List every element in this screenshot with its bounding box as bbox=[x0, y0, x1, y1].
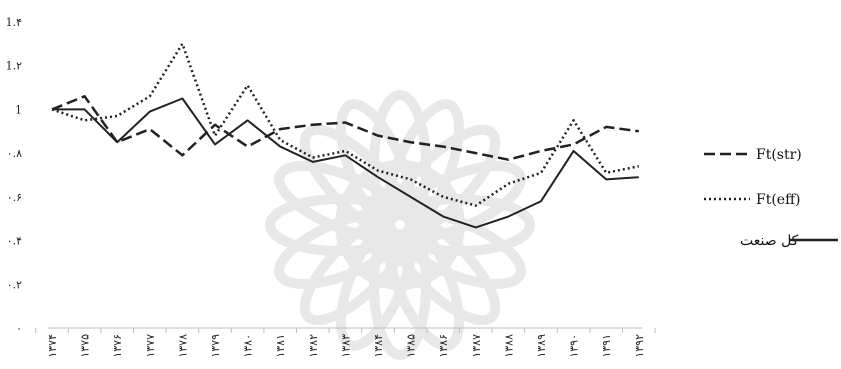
x-tick-label: ۱۳۷۵ bbox=[79, 334, 92, 358]
y-tick-labels: ۰ ۰.۲ ۰.۴ ۰.۶ ۰.۸ 1 1.۲ 1.۴ bbox=[6, 16, 22, 335]
y-tick-label: 1.۴ bbox=[6, 16, 22, 29]
watermark-petal bbox=[336, 210, 419, 351]
axes bbox=[35, 327, 656, 333]
x-tick-label: ۱۳۷۸ bbox=[176, 334, 189, 358]
x-tick-label: ۱۳۸۴ bbox=[372, 334, 385, 358]
x-tick-label: ۱۳۷۷ bbox=[144, 334, 157, 358]
watermark-petal bbox=[265, 194, 415, 256]
watermark-ring bbox=[335, 160, 465, 290]
watermark-petal bbox=[385, 194, 535, 256]
watermark-petal bbox=[369, 210, 431, 360]
watermark-rosette bbox=[265, 90, 535, 360]
series-line-1 bbox=[51, 42, 640, 207]
y-tick-label: ۰.۸ bbox=[7, 147, 22, 160]
x-tick-label: ۱۳۸۶ bbox=[437, 334, 450, 358]
watermark-petal bbox=[274, 161, 415, 244]
legend-label: Ft(eff) bbox=[756, 192, 801, 208]
watermark-petal bbox=[381, 99, 464, 240]
y-tick-label: 1.۲ bbox=[6, 60, 22, 73]
x-tick-label: ۱۳۸۳ bbox=[339, 334, 352, 358]
watermark-petal bbox=[384, 209, 501, 326]
y-tick-label: ۰.۲ bbox=[7, 278, 22, 291]
y-tick-label: ۰.۴ bbox=[7, 235, 22, 248]
x-tick-label: ۱۳۸۷ bbox=[470, 334, 483, 358]
x-tick-label: ۱۳۸۸ bbox=[502, 334, 515, 358]
legend: Ft(str) Ft(eff) کل صنعت bbox=[704, 147, 838, 249]
y-tick-label: ۰ bbox=[16, 322, 22, 335]
x-tick-labels: ۱۳۷۴ ۱۳۷۵ ۱۳۷۶ ۱۳۷۷ ۱۳۷۸ ۱۳۷۹ ۱۳۸۰ ۱۳۸۱ ۱۳۸۲ ۱۳۸۳… bbox=[46, 334, 646, 358]
legend-label: Ft(str) bbox=[756, 147, 802, 163]
series-lines bbox=[51, 42, 640, 229]
watermark-petal bbox=[274, 206, 415, 289]
series-line-2 bbox=[52, 97, 639, 229]
watermark-petal bbox=[381, 210, 464, 351]
watermark-petal bbox=[336, 99, 419, 240]
x-tick-label: ۱۳۸۵ bbox=[405, 334, 418, 358]
x-tick-label: ۱۳۹۲ bbox=[633, 334, 646, 358]
watermark-petal bbox=[299, 209, 416, 326]
x-tick-label: ۱۳۷۹ bbox=[209, 334, 222, 358]
x-tick-label: ۱۳۸۲ bbox=[307, 334, 320, 358]
x-tick-label: ۱۳۸۹ bbox=[535, 334, 548, 358]
x-tick-label: ۱۳۷۶ bbox=[111, 334, 124, 358]
x-tick-label: ۱۳۹۰ bbox=[568, 334, 581, 358]
watermark-petal bbox=[369, 90, 431, 240]
x-tick-label: ۱۳۸۰ bbox=[242, 334, 255, 358]
y-tick-label: ۰.۶ bbox=[7, 191, 22, 204]
x-tick-label: ۱۳۸۱ bbox=[274, 334, 287, 358]
watermark-petal bbox=[299, 124, 416, 241]
x-tick-label: ۱۳۹۱ bbox=[600, 334, 613, 358]
y-tick-label: 1 bbox=[15, 103, 22, 116]
watermark-petal bbox=[385, 161, 526, 244]
series-line-0 bbox=[51, 95, 639, 161]
x-tick-label: ۱۳۷۴ bbox=[46, 334, 59, 358]
legend-label: کل صنعت bbox=[740, 233, 799, 249]
